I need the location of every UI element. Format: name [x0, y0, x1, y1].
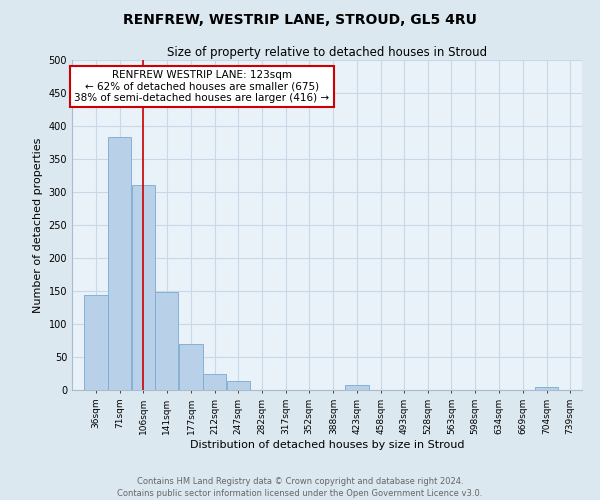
- Bar: [346, 386, 368, 390]
- X-axis label: Distribution of detached houses by size in Stroud: Distribution of detached houses by size …: [190, 440, 464, 450]
- Text: RENFREW WESTRIP LANE: 123sqm
← 62% of detached houses are smaller (675)
38% of s: RENFREW WESTRIP LANE: 123sqm ← 62% of de…: [74, 70, 329, 103]
- Bar: [108, 137, 131, 390]
- Bar: [179, 344, 203, 390]
- Bar: [535, 388, 558, 390]
- Bar: [203, 374, 226, 390]
- Bar: [85, 295, 107, 390]
- Text: RENFREW, WESTRIP LANE, STROUD, GL5 4RU: RENFREW, WESTRIP LANE, STROUD, GL5 4RU: [123, 12, 477, 26]
- Bar: [155, 292, 178, 390]
- Y-axis label: Number of detached properties: Number of detached properties: [33, 138, 43, 312]
- Title: Size of property relative to detached houses in Stroud: Size of property relative to detached ho…: [167, 46, 487, 59]
- Bar: [227, 382, 250, 390]
- Bar: [131, 186, 155, 390]
- Text: Contains HM Land Registry data © Crown copyright and database right 2024.
Contai: Contains HM Land Registry data © Crown c…: [118, 476, 482, 498]
